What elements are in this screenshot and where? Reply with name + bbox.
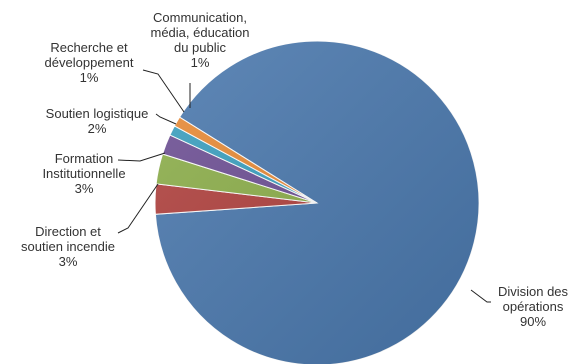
slice-value-label: 1% (191, 55, 210, 70)
slice-name-label: développement (45, 55, 134, 70)
slice-labels: Division des opérations 90% Direction et sou… (21, 10, 569, 329)
leader-line-3 (155, 113, 177, 125)
slice-name-label: Recherche et (50, 40, 128, 55)
slice-label-2: Formation Institutionnelle 3% (42, 151, 125, 196)
slice-label-5: Communication, média, éducation du public 1… (150, 10, 249, 70)
slice-name-label: Division des (498, 284, 569, 299)
slice-value-label: 90% (520, 314, 546, 329)
slice-value-label: 2% (88, 121, 107, 136)
slice-value-label: 3% (75, 181, 94, 196)
slice-name-label: Institutionnelle (42, 166, 125, 181)
pie-slices (154, 40, 480, 364)
slice-name-label: soutien incendie (21, 239, 115, 254)
leader-line-1 (117, 183, 159, 234)
leader-line-4 (142, 69, 185, 113)
slice-value-label: 3% (59, 254, 78, 269)
slice-name-label: du public (174, 40, 227, 55)
slice-label-0: Division des opérations 90% (498, 284, 569, 329)
slice-value-label: 1% (80, 70, 99, 85)
slice-name-label: opérations (503, 299, 564, 314)
leader-line-2 (117, 152, 166, 162)
slice-name-label: média, éducation (150, 25, 249, 40)
slice-name-label: Communication, (153, 10, 247, 25)
slice-label-3: Soutien logistique 2% (46, 106, 149, 136)
leader-line-0 (470, 289, 491, 303)
slice-label-1: Direction et soutien incendie 3% (21, 224, 115, 269)
slice-name-label: Soutien logistique (46, 106, 149, 121)
leader-lines (117, 69, 491, 303)
slice-name-label: Formation (55, 151, 114, 166)
slice-name-label: Direction et (35, 224, 101, 239)
slice-label-4: Recherche et développement 1% (45, 40, 134, 85)
